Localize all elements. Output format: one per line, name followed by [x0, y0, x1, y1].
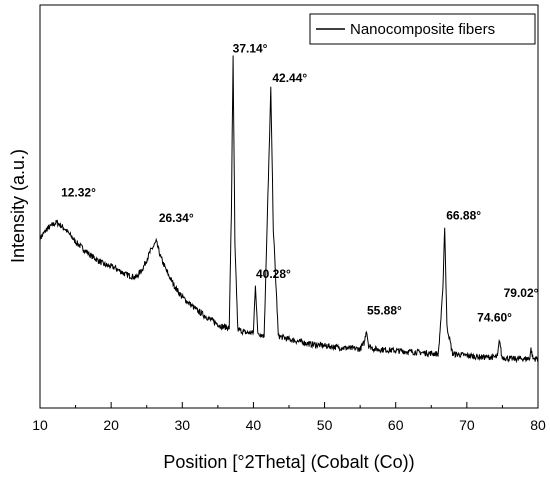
x-tick-label: 30	[174, 417, 190, 433]
series-layer	[39, 55, 539, 364]
y-axis-title: Intensity (a.u.)	[8, 149, 28, 263]
series-line	[39, 55, 539, 364]
legend: Nanocomposite fibers	[309, 13, 536, 45]
x-tick-label: 50	[317, 417, 333, 433]
peak-label: 12.32°	[61, 185, 96, 199]
x-axis: 10 20 30 40 50 60 70 80	[32, 402, 546, 433]
legend-label: Nanocomposite fibers	[350, 21, 495, 38]
peak-labels: 12.32° 26.34° 37.14° 40.28° 42.44° 55.88° 66.8…	[61, 42, 539, 325]
peak-label: 79.02°	[504, 286, 539, 300]
peak-label: 37.14°	[233, 42, 268, 56]
x-tick-label: 70	[459, 417, 475, 433]
x-tick-label: 60	[388, 417, 404, 433]
x-tick-label: 40	[246, 417, 262, 433]
peak-label: 66.88°	[446, 209, 481, 223]
peak-label: 40.28°	[256, 267, 291, 281]
plot-frame	[39, 4, 539, 409]
x-tick-label: 80	[530, 417, 546, 433]
peak-label: 55.88°	[367, 304, 402, 318]
x-axis-title: Position [°2Theta] (Cobalt (Co))	[163, 452, 414, 472]
legend-box	[309, 13, 536, 45]
peak-label: 74.60°	[477, 310, 512, 324]
x-tick-label: 20	[103, 417, 119, 433]
x-tick-label: 10	[32, 417, 48, 433]
peak-label: 26.34°	[159, 211, 194, 225]
peak-label: 42.44°	[272, 71, 307, 85]
